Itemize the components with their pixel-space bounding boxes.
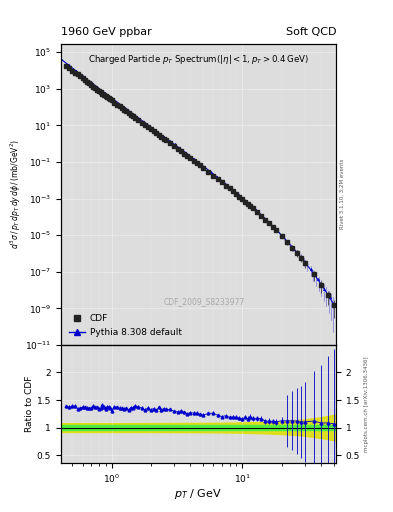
- Text: CDF_2009_S8233977: CDF_2009_S8233977: [163, 297, 244, 306]
- Legend: CDF, Pythia 8.308 default: CDF, Pythia 8.308 default: [65, 311, 185, 340]
- Y-axis label: $d^3\sigma\,/\,p_T\,dp_T\,dy\,d\phi\,/\,(\mathrm{mb/GeV}^2)$: $d^3\sigma\,/\,p_T\,dp_T\,dy\,d\phi\,/\,…: [9, 139, 24, 249]
- Y-axis label: Rivet 3.1.10, 3.2M events: Rivet 3.1.10, 3.2M events: [340, 159, 345, 229]
- Text: Charged Particle $p_T$ Spectrum$(|\eta| < 1, p_T > 0.4\,\mathrm{GeV})$: Charged Particle $p_T$ Spectrum$(|\eta| …: [88, 53, 309, 66]
- Y-axis label: mcplots.cern.ch [arXiv:1306.3436]: mcplots.cern.ch [arXiv:1306.3436]: [364, 356, 369, 452]
- X-axis label: $p_T$ / GeV: $p_T$ / GeV: [174, 487, 222, 501]
- Y-axis label: Ratio to CDF: Ratio to CDF: [25, 376, 34, 432]
- Text: 1960 GeV ppbar: 1960 GeV ppbar: [61, 27, 152, 37]
- Text: Soft QCD: Soft QCD: [286, 27, 336, 37]
